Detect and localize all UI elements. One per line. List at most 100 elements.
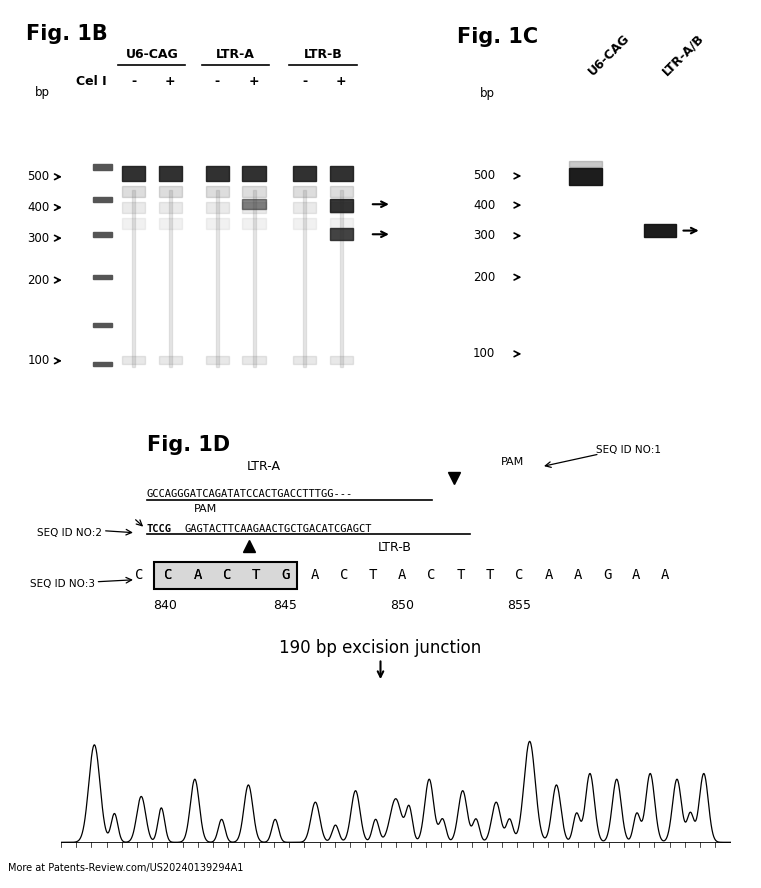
- Bar: [169, 190, 172, 368]
- Bar: [205, 218, 229, 229]
- Bar: [215, 190, 219, 368]
- Bar: [330, 218, 353, 229]
- Text: -: -: [131, 75, 136, 88]
- Text: LTR-B: LTR-B: [304, 48, 342, 60]
- Bar: [243, 356, 266, 364]
- Text: G: G: [282, 568, 290, 583]
- Bar: [158, 218, 182, 229]
- Bar: [94, 197, 112, 202]
- Text: 300: 300: [27, 232, 49, 245]
- Text: GCCAGGGATCAGATATCCACTGACCTTTGG---: GCCAGGGATCAGATATCCACTGACCTTTGG---: [147, 489, 353, 499]
- Text: Fig. 1B: Fig. 1B: [26, 24, 108, 44]
- Text: +: +: [249, 75, 260, 88]
- Text: C: C: [223, 568, 231, 583]
- Text: Fig. 1C: Fig. 1C: [457, 28, 538, 47]
- Text: U6-CAG: U6-CAG: [126, 48, 178, 60]
- Bar: [122, 356, 145, 364]
- Bar: [569, 169, 602, 186]
- Text: 855: 855: [508, 599, 531, 612]
- Bar: [330, 186, 353, 197]
- Bar: [293, 218, 317, 229]
- Bar: [243, 202, 266, 213]
- Text: +: +: [336, 75, 347, 88]
- Text: T: T: [252, 568, 260, 583]
- Text: T: T: [252, 568, 260, 583]
- Bar: [293, 166, 317, 181]
- Bar: [122, 186, 145, 197]
- Text: T: T: [486, 568, 495, 583]
- Text: T: T: [369, 568, 377, 583]
- Text: C: C: [135, 568, 144, 583]
- Text: A: A: [632, 568, 641, 583]
- Text: SEQ ID NO:3: SEQ ID NO:3: [30, 579, 95, 589]
- Bar: [122, 166, 145, 181]
- Text: More at Patents-Review.com/US20240139294A1: More at Patents-Review.com/US20240139294…: [8, 863, 243, 873]
- Text: LTR-A: LTR-A: [247, 460, 281, 473]
- Text: A: A: [661, 568, 670, 583]
- Text: LTR-B: LTR-B: [378, 541, 412, 554]
- Text: bp: bp: [480, 87, 495, 99]
- Text: TCCG: TCCG: [147, 524, 172, 534]
- Text: SEQ ID NO:2: SEQ ID NO:2: [37, 527, 102, 538]
- Text: 500: 500: [473, 170, 495, 183]
- Text: PAM: PAM: [193, 504, 217, 514]
- Bar: [94, 233, 112, 237]
- Bar: [644, 224, 676, 237]
- Text: A: A: [574, 568, 582, 583]
- Text: +: +: [165, 75, 176, 88]
- Text: C: C: [515, 568, 524, 583]
- Text: 400: 400: [27, 201, 49, 214]
- Text: A: A: [193, 568, 202, 583]
- Text: U6-CAG: U6-CAG: [585, 31, 632, 78]
- Text: A: A: [310, 568, 319, 583]
- Text: PAM: PAM: [501, 457, 524, 467]
- Bar: [94, 323, 112, 328]
- Text: bp: bp: [35, 86, 49, 99]
- Bar: [243, 200, 266, 209]
- Bar: [205, 202, 229, 213]
- Text: A: A: [398, 568, 406, 583]
- Text: LTR-A: LTR-A: [216, 48, 255, 60]
- Bar: [293, 356, 317, 364]
- Text: -: -: [302, 75, 307, 88]
- Bar: [205, 186, 229, 197]
- Bar: [293, 186, 317, 197]
- Text: C: C: [164, 568, 173, 583]
- Text: 850: 850: [390, 599, 415, 612]
- Bar: [158, 356, 182, 364]
- Text: 300: 300: [473, 229, 495, 242]
- Text: 400: 400: [473, 199, 495, 211]
- Bar: [243, 218, 266, 229]
- Text: Cel I: Cel I: [76, 75, 107, 88]
- Text: C: C: [339, 568, 349, 583]
- Bar: [158, 202, 182, 213]
- Bar: [330, 202, 353, 213]
- Text: A: A: [544, 568, 552, 583]
- Bar: [94, 164, 112, 170]
- Bar: [122, 202, 145, 213]
- Bar: [339, 190, 343, 368]
- Bar: [293, 202, 317, 213]
- Text: 190 bp excision junction: 190 bp excision junction: [279, 638, 482, 657]
- Text: 845: 845: [274, 599, 298, 612]
- Bar: [243, 186, 266, 197]
- Text: 840: 840: [153, 599, 177, 612]
- Bar: [330, 228, 353, 240]
- Text: C: C: [428, 568, 436, 583]
- Bar: [94, 275, 112, 279]
- Text: -: -: [215, 75, 220, 88]
- Bar: [253, 190, 256, 368]
- Text: 100: 100: [473, 347, 495, 361]
- Bar: [205, 356, 229, 364]
- Bar: [205, 166, 229, 181]
- Text: 500: 500: [27, 170, 49, 183]
- Text: SEQ ID NO:1: SEQ ID NO:1: [597, 445, 661, 455]
- Text: C: C: [164, 568, 173, 583]
- Text: 200: 200: [473, 271, 495, 284]
- Text: GAGTACTTCAAGAACTGCTGACATCGAGCT: GAGTACTTCAAGAACTGCTGACATCGAGCT: [185, 524, 372, 534]
- Text: Fig. 1D: Fig. 1D: [147, 435, 230, 455]
- Bar: [243, 166, 266, 181]
- Text: G: G: [603, 568, 611, 583]
- Text: G: G: [282, 568, 290, 583]
- Bar: [569, 161, 602, 167]
